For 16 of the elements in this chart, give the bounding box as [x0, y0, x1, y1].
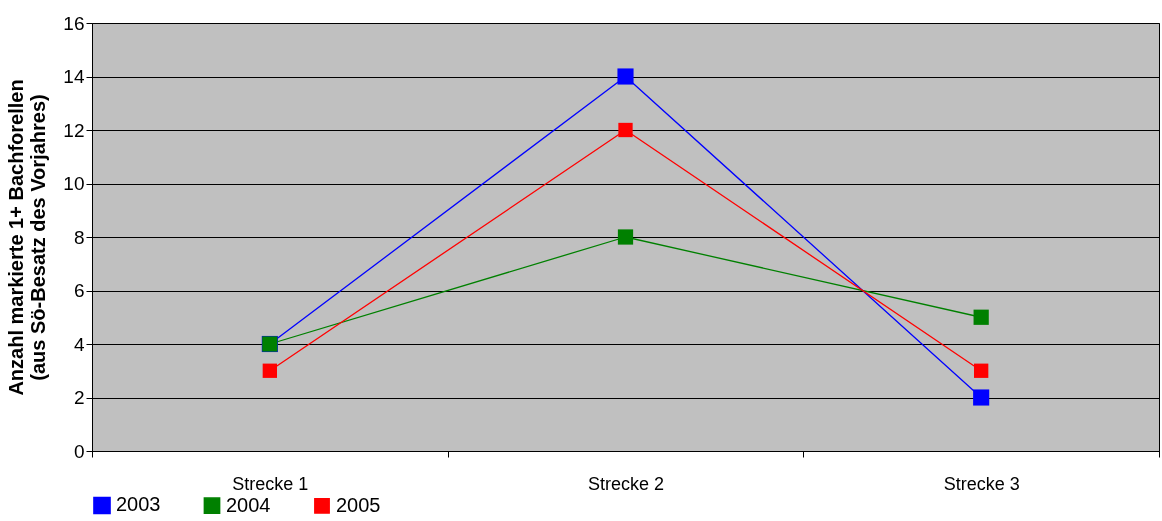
y-tick-label: 12 — [63, 119, 85, 141]
y-tick-label: 0 — [73, 440, 85, 462]
y-tick-label: 6 — [73, 280, 85, 301]
y-tick-label: 14 — [63, 66, 85, 87]
x-tick-label: Strecke 2 — [587, 473, 665, 494]
legend-label: 2004 — [226, 493, 271, 516]
y-tick-label: 4 — [73, 333, 85, 355]
x-tick-label: Strecke 3 — [943, 473, 1020, 494]
legend-label: 2005 — [336, 493, 381, 516]
y-axis-title: Anzahl markierte 1+ Bachforellen (aus Sö-Besatz des Vorjahres) — [5, 79, 50, 396]
y-tick-label: 8 — [73, 226, 85, 248]
y-tick-label: 2 — [73, 387, 85, 408]
y-tick-label: 16 — [63, 12, 85, 34]
legend-label: 2003 — [116, 493, 161, 516]
y-tick-label: 10 — [63, 173, 85, 194]
x-tick-label: Strecke 1 — [232, 473, 309, 494]
